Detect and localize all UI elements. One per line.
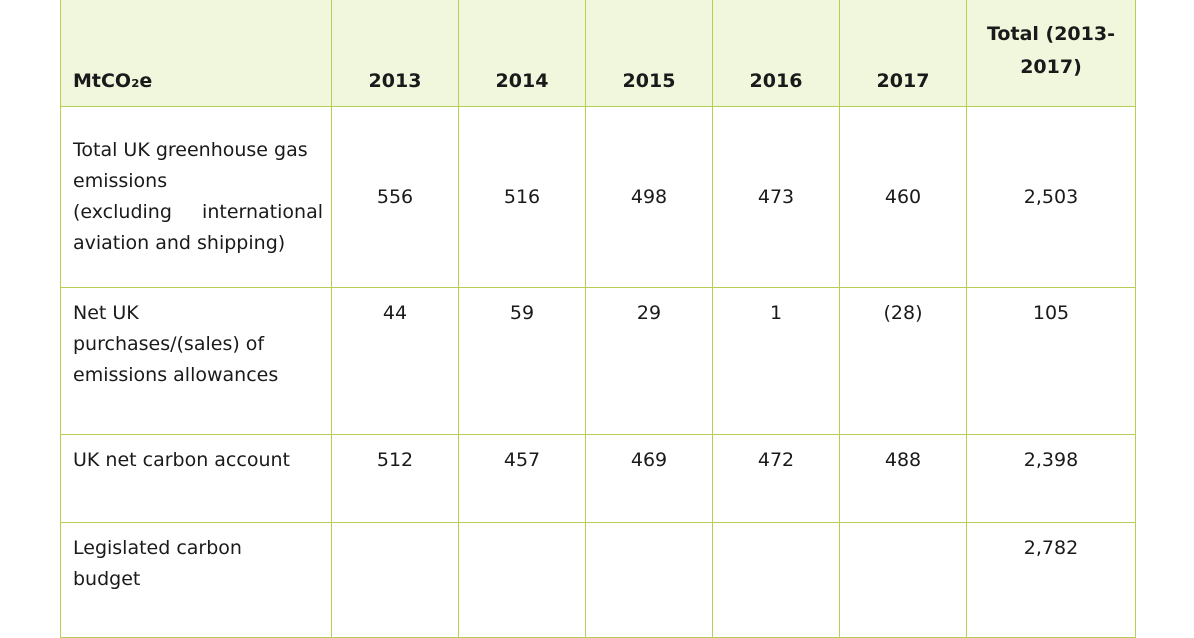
row-label-line: emissions allowances — [73, 364, 279, 386]
total-cell: 2,503 — [966, 106, 1136, 288]
table-cell — [839, 522, 967, 638]
table-cell — [585, 522, 713, 638]
table-cell — [331, 522, 459, 638]
total-cell: 105 — [966, 287, 1136, 435]
table-cell: 516 — [458, 106, 586, 288]
row-label-line: Total UK greenhouse gas — [73, 139, 308, 161]
table-cell: (28) — [839, 287, 967, 435]
table-cell: 59 — [458, 287, 586, 435]
table-cell: 457 — [458, 434, 586, 523]
row-label: Legislated carbon budget — [60, 522, 332, 638]
table-cell: 460 — [839, 106, 967, 288]
year-header: 2017 — [839, 0, 967, 107]
row-label-line: emissions — [73, 170, 168, 192]
table-cell: 1 — [712, 287, 840, 435]
row-label-line: UK net carbon account — [73, 449, 290, 471]
table-cell: 473 — [712, 106, 840, 288]
row-label-line: budget — [73, 568, 141, 590]
table-cell: 512 — [331, 434, 459, 523]
row-label-line: Legislated carbon — [73, 537, 242, 559]
table-row: Total UK greenhouse gas emissions (exclu… — [60, 106, 1136, 288]
row-label-line: (excluding international — [73, 197, 323, 228]
table-cell — [458, 522, 586, 638]
row-label: Net UK purchases/(sales) of emissions al… — [60, 287, 332, 435]
table-cell: 498 — [585, 106, 713, 288]
carbon-budget-table: MtCO₂e 2013 2014 2015 2016 2017 Total (2… — [60, 0, 1136, 638]
table-cell: 29 — [585, 287, 713, 435]
row-label: UK net carbon account — [60, 434, 332, 523]
row-label: Total UK greenhouse gas emissions (exclu… — [60, 106, 332, 288]
year-header: 2013 — [331, 0, 459, 107]
total-cell: 2,398 — [966, 434, 1136, 523]
row-label-line: aviation and shipping) — [73, 232, 286, 254]
total-header-line: 2017) — [1020, 56, 1082, 78]
row-label-line: purchases/(sales) of — [73, 333, 265, 355]
table-row: Net UK purchases/(sales) of emissions al… — [60, 287, 1136, 435]
row-label-line: Net UK — [73, 302, 139, 324]
year-header: 2014 — [458, 0, 586, 107]
year-header: 2016 — [712, 0, 840, 107]
table-row: Legislated carbon budget 2,782 — [60, 522, 1136, 638]
row-label-word: (excluding — [73, 201, 172, 223]
table-cell: 488 — [839, 434, 967, 523]
table-cell — [712, 522, 840, 638]
total-header-line: Total (2013- — [987, 23, 1115, 45]
table-cell: 472 — [712, 434, 840, 523]
year-header: 2015 — [585, 0, 713, 107]
row-label-word: international — [202, 201, 323, 223]
total-cell: 2,782 — [966, 522, 1136, 638]
header-row: MtCO₂e 2013 2014 2015 2016 2017 Total (2… — [60, 0, 1136, 107]
table-cell: 44 — [331, 287, 459, 435]
unit-header: MtCO₂e — [60, 0, 332, 107]
table-cell: 469 — [585, 434, 713, 523]
table-row: UK net carbon account 512 457 469 472 48… — [60, 434, 1136, 523]
total-header: Total (2013- 2017) — [966, 0, 1136, 107]
table-cell: 556 — [331, 106, 459, 288]
